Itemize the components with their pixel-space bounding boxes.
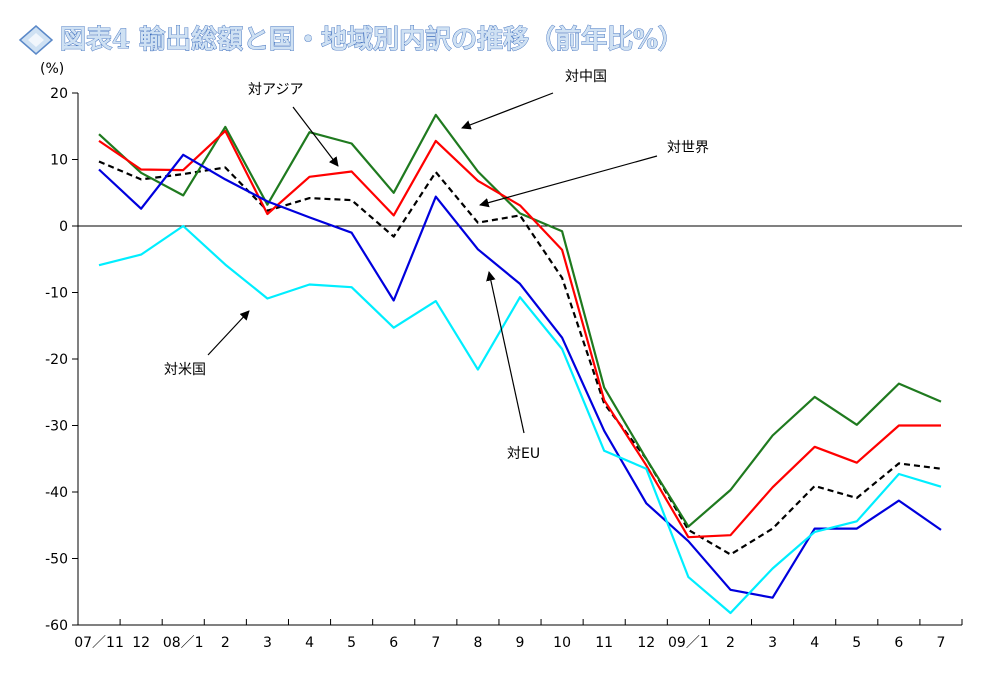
x-tick-label: 3 (263, 635, 272, 651)
x-tick-label: 12 (132, 635, 150, 651)
y-axis-unit: (%) (40, 61, 64, 77)
x-tick-label: 08／1 (163, 635, 204, 651)
y-tick-label: -50 (45, 552, 68, 568)
annotation-us-label: 対米国 (164, 362, 206, 378)
x-tick-label: 5 (852, 635, 861, 651)
y-tick-label: -30 (45, 419, 68, 435)
x-tick-label: 2 (221, 635, 230, 651)
y-tick-label: -20 (45, 352, 68, 368)
x-tick-label: 7 (936, 635, 945, 651)
annotation-china-arrow (461, 92, 554, 130)
annotation-eu-arrow (486, 271, 525, 434)
x-tick-label: 3 (768, 635, 777, 651)
series-layer (98, 113, 942, 615)
annotation-asia-label: 対アジア (248, 82, 303, 98)
x-tick-label: 09／1 (668, 635, 709, 651)
y-tick-label: 20 (50, 86, 68, 102)
x-tick-label: 5 (347, 635, 356, 651)
axes: 20 10 0 -10 -20 -30 -40 -50 -60 07／11 12 08／1 2 3 4 5 6 7… (45, 86, 963, 651)
annotation-china-label: 対中国 (565, 69, 607, 85)
diamond-icon-highlight (28, 33, 44, 47)
series-line-3 (98, 153, 942, 599)
x-tick-label: 4 (810, 635, 819, 651)
y-tick-label: -10 (45, 286, 68, 302)
series-line-4 (98, 224, 942, 615)
annotation-world-arrow (479, 155, 658, 208)
x-tick-label: 7 (431, 635, 440, 651)
x-tick-label: 10 (553, 635, 571, 651)
x-tick-label: 6 (894, 635, 903, 651)
x-tick-label: 2 (726, 635, 735, 651)
series-line-2 (98, 129, 941, 539)
x-tick-label: 11 (595, 635, 613, 651)
x-tick-label: 4 (305, 635, 314, 651)
annotation-world-label: 対世界 (667, 140, 709, 156)
annotation-asia-arrow (292, 106, 339, 167)
annotation-us-arrow (207, 310, 250, 356)
y-tick-label: -40 (45, 485, 68, 501)
x-tick-label: 07／11 (74, 635, 124, 651)
x-tick-label: 12 (637, 635, 655, 651)
x-tick-label: 8 (473, 635, 482, 651)
chart-title-group: 図表4 輸出総額と国・地域別内訳の推移（前年比%） (18, 24, 684, 55)
annotation-eu-label: 対EU (507, 446, 540, 462)
series-line-0 (98, 160, 942, 556)
y-tick-label: 0 (59, 219, 68, 235)
x-tick-label: 6 (389, 635, 398, 651)
chart-title: 図表4 輸出総額と国・地域別内訳の推移（前年比%） (60, 24, 684, 55)
annotations: 対アジア 対中国 対世界 対米国 対EU (164, 69, 709, 462)
y-tick-label: 10 (50, 153, 68, 169)
series-line-1 (98, 113, 942, 528)
y-tick-label: -60 (45, 618, 68, 634)
x-tick-label: 9 (516, 635, 525, 651)
